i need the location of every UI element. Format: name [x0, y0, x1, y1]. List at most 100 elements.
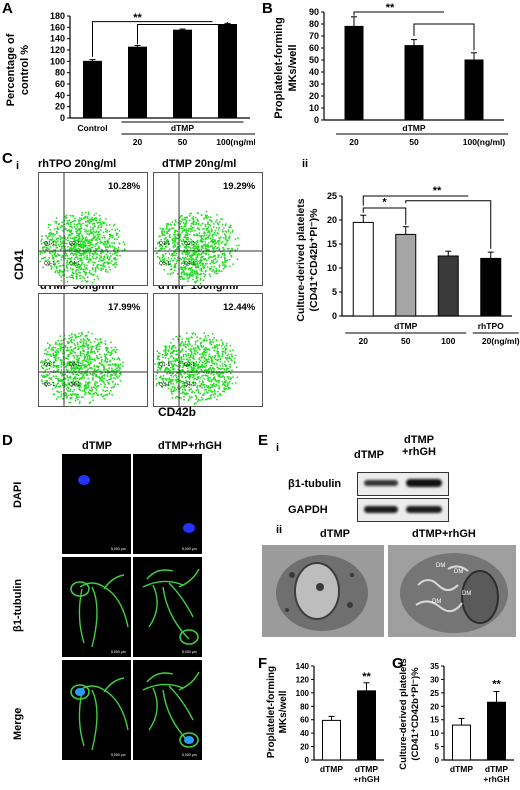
y-tick-label: 90	[309, 7, 319, 17]
flow-quadrant-label: Q2-1	[184, 362, 196, 368]
y-tick-label: 30	[309, 79, 319, 89]
y-tick-label: 15	[430, 716, 439, 725]
x-category-label: Control	[77, 123, 107, 133]
y-tick-label: 0	[60, 113, 65, 123]
y-tick-label: 20	[309, 91, 319, 101]
bar	[452, 724, 471, 761]
panel-letter-c: C	[2, 150, 13, 167]
y-tick-label: 15	[327, 239, 337, 249]
significance-label: *	[382, 197, 387, 209]
significance-label: **	[386, 2, 395, 14]
confocal-content: 5,000 μm	[78, 475, 126, 551]
chart-c-ylabel-1: Culture-derived platelets	[295, 198, 307, 321]
bar	[404, 45, 424, 121]
confocal-content: 5,000 μm	[182, 523, 197, 551]
confocal-content: 5,000 μm	[70, 677, 129, 757]
flow-y-axis-label: CD41	[12, 249, 26, 280]
y-tick-label: 25	[327, 191, 337, 201]
em-cell-rhgh: DM DM DM DM	[388, 545, 516, 637]
wb-row-label-gapdh: GAPDH	[288, 504, 328, 516]
em-image-rhgh: DM DM DM DM	[388, 545, 516, 637]
confocal-scale-label: 5,000 μm	[182, 753, 197, 757]
flow-percent-1: 10.28%	[108, 181, 141, 192]
flow-percent-3: 17.99%	[108, 302, 141, 313]
x-category-label: dTMP	[450, 764, 473, 774]
panel-letter-b: B	[262, 0, 273, 17]
confocal-image-r1-c2: 5,000 μm	[133, 454, 202, 554]
confocal-scale-label: 5,000 μm	[111, 650, 126, 654]
y-tick-label: 180	[50, 11, 65, 21]
y-tick-label: 20	[55, 102, 65, 112]
y-tick-label: 5	[332, 287, 337, 297]
bar	[487, 701, 506, 761]
y-tick-label: 0	[435, 756, 440, 765]
y-tick-label: 140	[296, 662, 310, 671]
y-tick-label: 20	[300, 743, 309, 752]
em-dm-label-3: DM	[432, 599, 441, 605]
x-category-label: 20	[349, 137, 359, 147]
y-tick-label: 10	[327, 263, 337, 273]
flow-quadrant-label: Q1-1	[159, 241, 171, 247]
x-category-label: 100	[441, 336, 455, 346]
significance-label: **	[433, 185, 442, 197]
chart-g-ylabel-1: Culture-derived platelets	[398, 658, 409, 769]
x-category-label: dTMP	[320, 764, 343, 774]
y-tick-label: 35	[430, 662, 439, 671]
em-col-header-2: dTMP+rhGH	[412, 528, 476, 540]
y-tick-label: 80	[309, 19, 319, 29]
bar	[464, 59, 484, 121]
flow-scatter-2	[154, 173, 262, 285]
confocal-content: 5,000 μm	[142, 671, 200, 757]
chart-g-ylabel-2: (CD41⁺CD42b⁺PI⁻)%	[410, 667, 421, 761]
group-label: dTMP	[394, 321, 417, 331]
wb-band-gapdh-rhgh	[406, 506, 442, 513]
bar	[437, 255, 459, 317]
y-tick-label: 0	[305, 756, 310, 765]
wb-col-header-2-line2: +rhGH	[402, 446, 436, 458]
em-dm-label-2: DM	[454, 569, 463, 575]
chart-f-ylabel-1: Proplatelet-forming	[266, 666, 277, 758]
flow-quadrant-label: Q4-1	[69, 382, 81, 388]
bar	[344, 25, 364, 121]
y-tick-label: 70	[309, 31, 319, 41]
flow-percent-4: 12.44%	[223, 302, 256, 313]
x-category-label: +rhGH	[353, 774, 379, 784]
y-tick-label: 50	[309, 55, 319, 65]
confocal-image-r3-c1: 5,000 μm	[62, 660, 131, 760]
x-category-label: dTMP	[355, 764, 378, 774]
confocal-col-header-1: dTMP	[82, 440, 112, 452]
confocal-image-r3-c2: 5,000 μm	[133, 660, 202, 760]
panel-letter-f: F	[258, 655, 268, 672]
x-category-label: 20	[133, 137, 143, 147]
y-tick-label: 100	[296, 689, 310, 698]
flow-quadrant-label: Q2-1	[69, 362, 81, 368]
bar	[218, 24, 237, 119]
panel-letter-a: A	[2, 0, 13, 17]
em-dm-label-1: DM	[436, 563, 445, 569]
y-tick-label: 100	[50, 56, 65, 66]
panel-letter-d: D	[2, 432, 13, 449]
flow-quadrant-label: Q1-1	[44, 241, 56, 247]
significance-label: **	[133, 12, 142, 24]
flow-plot-4: Q1-1 Q2-1 Q3-1 Q4-1	[153, 293, 263, 407]
chart-b-ylabel-2: MKs/well	[287, 44, 299, 91]
confocal-row-label-tubulin: β1-tubulin	[12, 578, 24, 632]
bar	[128, 46, 147, 119]
panel-c-sub-i: i	[16, 160, 20, 172]
flow-title-2: dTMP 20ng/ml	[162, 158, 237, 170]
y-tick-label: 10	[430, 729, 439, 738]
em-cell-dtmp	[262, 545, 384, 637]
wb-col-header-1: dTMP	[354, 449, 384, 461]
y-tick-label: 5	[435, 743, 440, 752]
x-category-label: 50	[178, 137, 188, 147]
wb-band-tubulin-dtmp	[364, 480, 398, 486]
confocal-row-label-merge: Merge	[12, 707, 24, 740]
y-tick-label: 40	[55, 90, 65, 100]
panel-letter-g: G	[392, 655, 404, 672]
y-tick-label: 120	[296, 675, 310, 684]
wb-band-tubulin-rhgh	[406, 479, 442, 487]
bar	[83, 60, 102, 119]
em-image-dtmp	[262, 545, 384, 637]
